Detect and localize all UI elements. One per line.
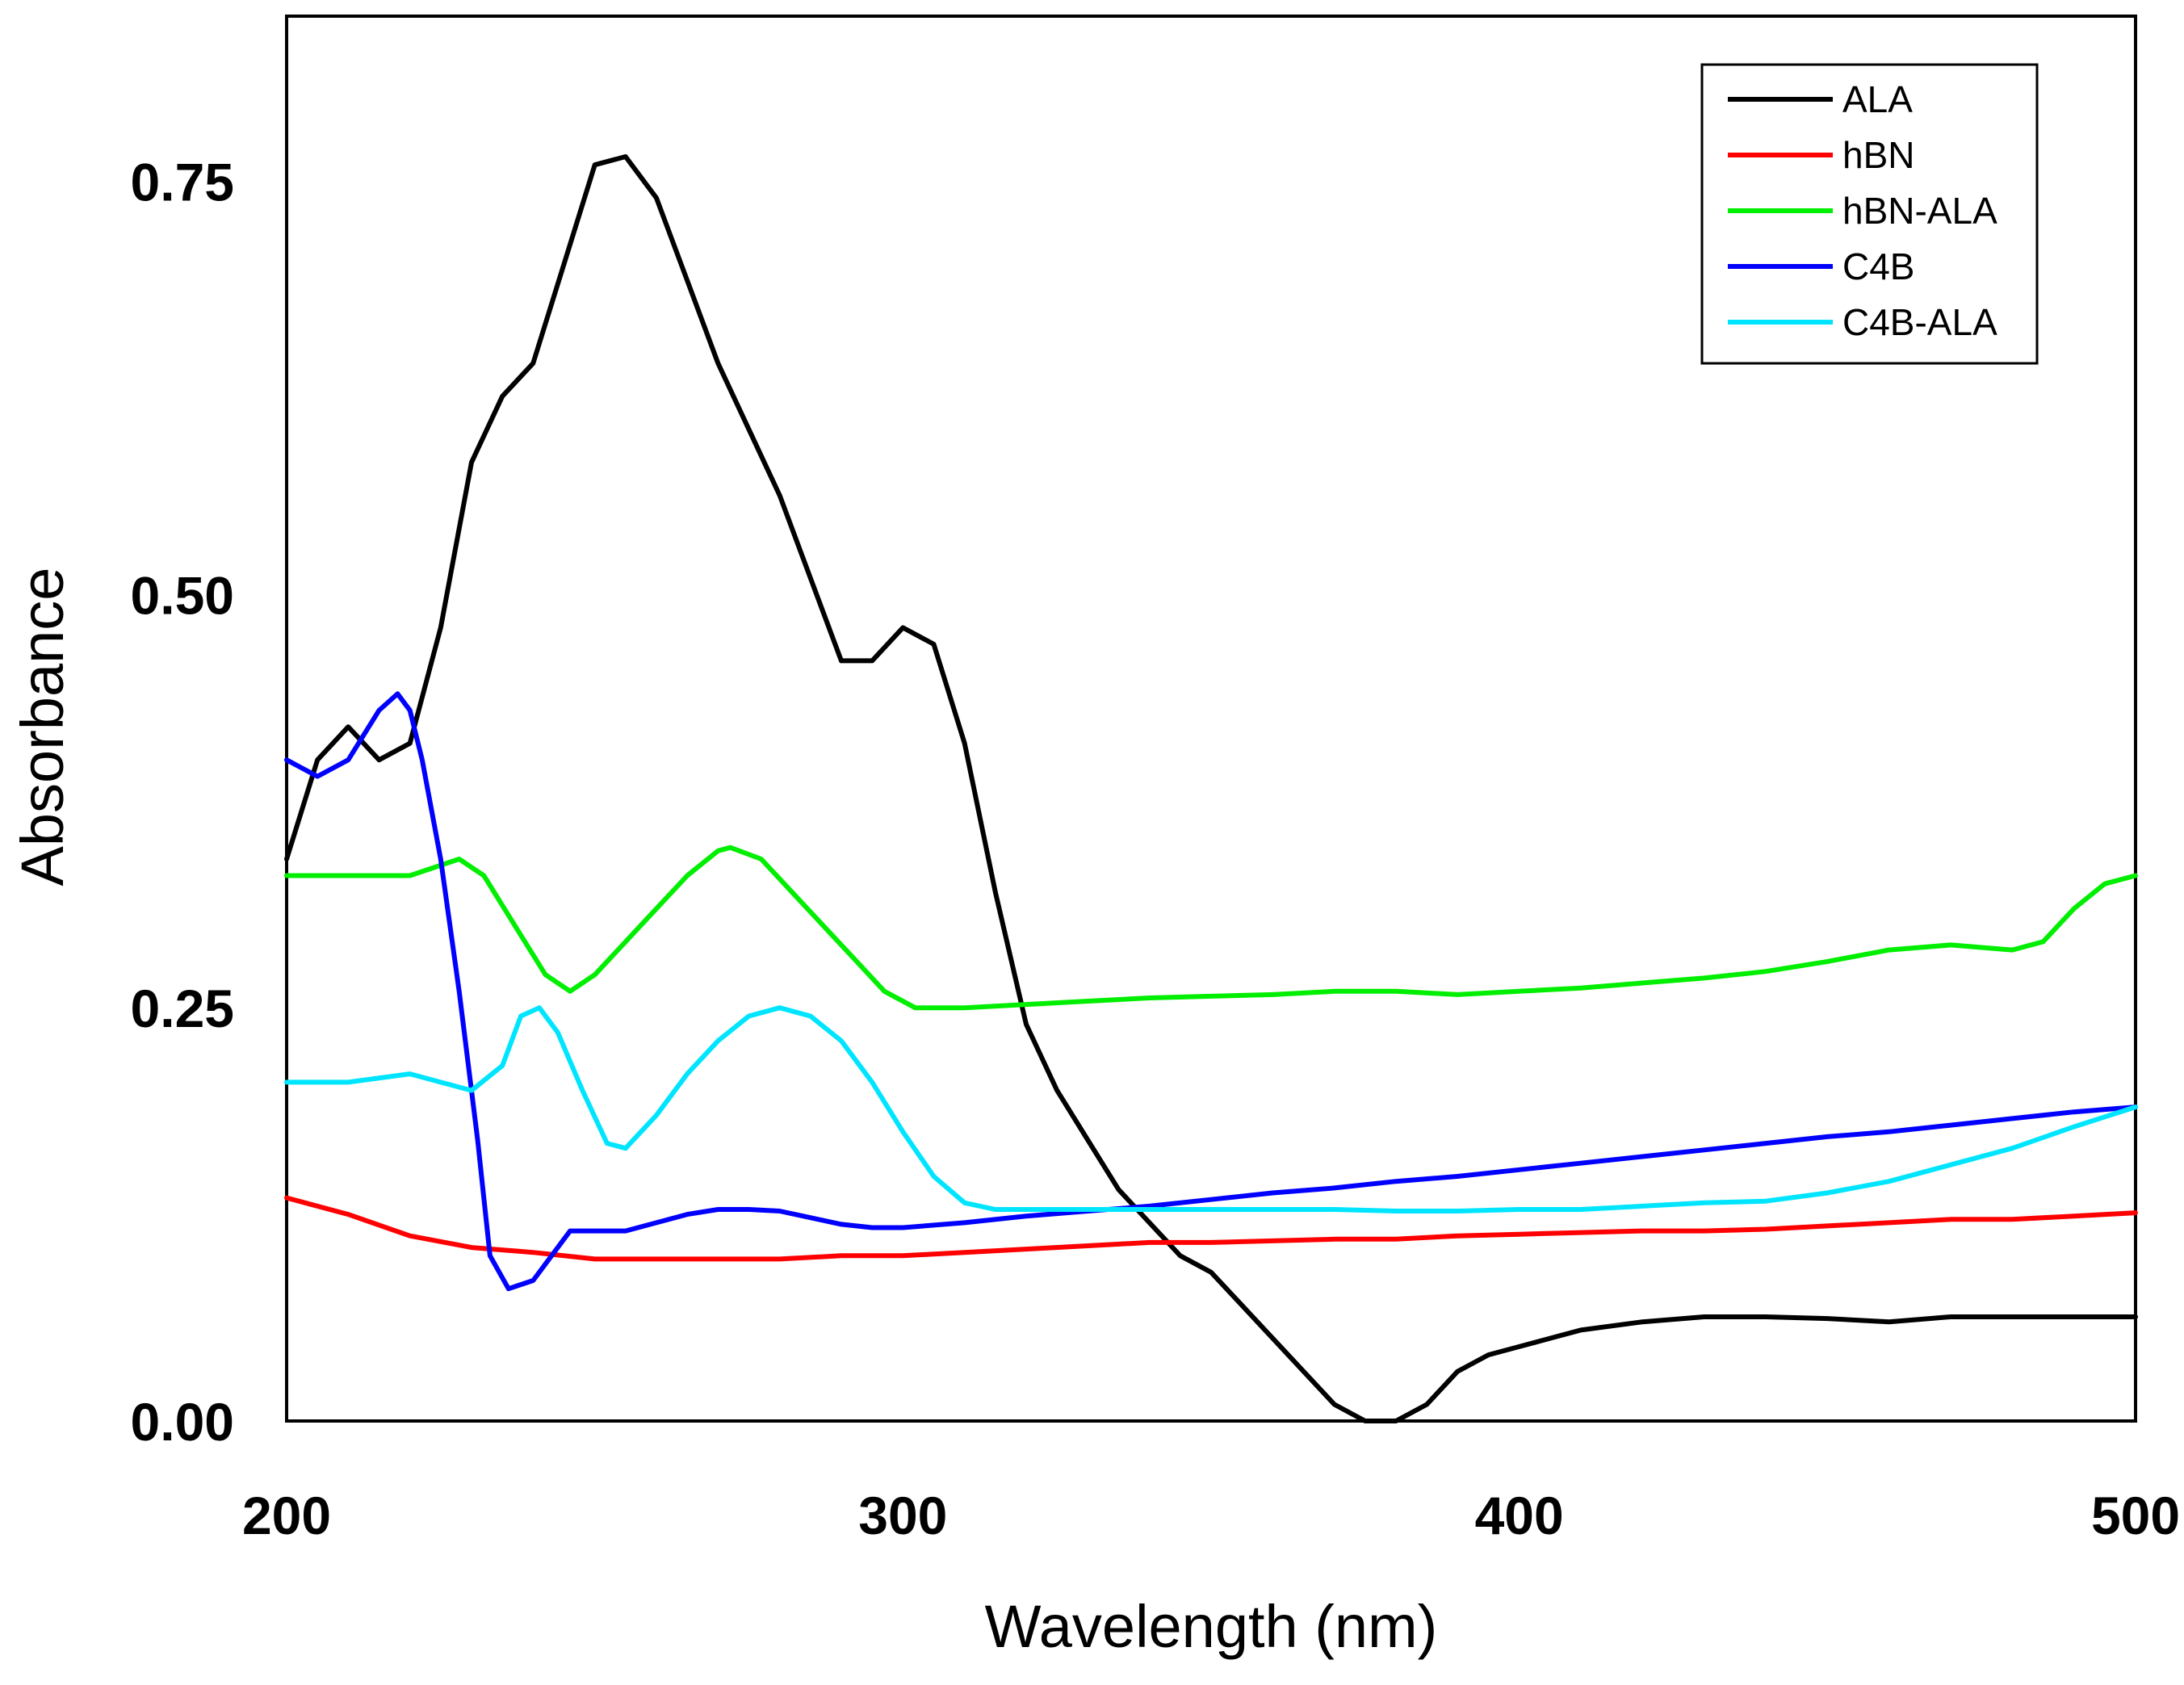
- legend-label: C4B: [1842, 245, 1914, 287]
- y-tick-label: 0.00: [131, 1392, 234, 1452]
- legend-box: [1700, 63, 2039, 365]
- legend-label: C4B-ALA: [1842, 301, 1997, 343]
- series-layer: [284, 154, 2138, 1423]
- x-tick-label: 500: [2091, 1486, 2180, 1545]
- x-tick-label: 200: [242, 1486, 331, 1545]
- tick-layer: 200 300 400 500 0.00 0.25 0.50 0.75: [131, 153, 2181, 1545]
- y-axis-label: Absorbance: [9, 568, 76, 887]
- legend-label: ALA: [1842, 78, 1913, 120]
- series-line-ala: [284, 154, 2138, 1423]
- series-line-hbn-ala: [284, 845, 2138, 1011]
- plot-frame: [285, 15, 2137, 1423]
- series-line-c4b: [284, 691, 2138, 1292]
- y-tick-label: 0.25: [131, 979, 234, 1038]
- legend: ALA hBN hBN-ALA C4B C4B-ALA: [1700, 63, 2039, 365]
- legend-label: hBN-ALA: [1842, 190, 1997, 232]
- x-tick-label: 300: [858, 1486, 947, 1545]
- x-tick-label: 400: [1475, 1486, 1564, 1545]
- legend-label: hBN: [1842, 134, 1914, 176]
- x-axis-label: Wavelength (nm): [985, 1593, 1438, 1660]
- y-tick-label: 0.50: [131, 565, 234, 625]
- series-line-c4b-ala: [284, 1005, 2138, 1213]
- y-tick-label: 0.75: [131, 153, 234, 212]
- series-line-hbn: [284, 1195, 2138, 1262]
